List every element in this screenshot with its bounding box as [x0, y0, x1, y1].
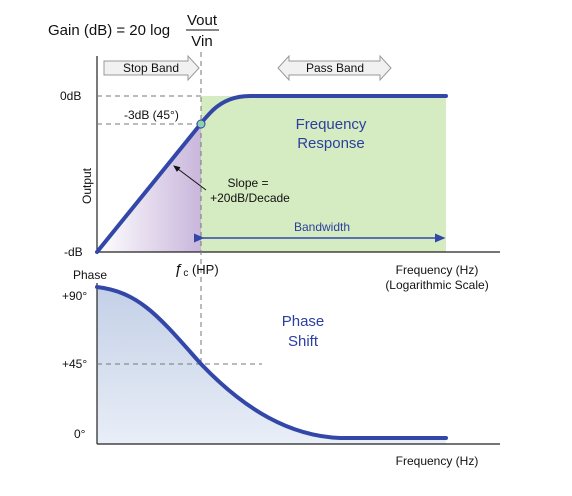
corner-db-label: -3dB (45°)	[124, 108, 179, 122]
pass-band-label: Pass Band	[306, 61, 364, 75]
phase-plot: Phase +90° +45° 0° Phase Shift Frequency…	[62, 268, 500, 468]
pass-band-fill	[201, 96, 446, 252]
zero-db-label: 0dB	[60, 89, 81, 103]
gain-plot: Stop Band Pass Band 0dB -dB Output -3dB …	[60, 52, 500, 444]
phase-tick-90: +90°	[62, 289, 87, 303]
slope-pointer-arrow	[173, 165, 207, 191]
pass-band-arrow	[277, 54, 392, 82]
bandwidth-label: Bandwidth	[294, 220, 350, 234]
phase-axis-title: Phase	[73, 268, 107, 282]
gain-x-axis-label-line-1: Frequency (Hz)	[396, 263, 479, 277]
phase-x-axis-label: Frequency (Hz)	[396, 454, 479, 468]
phase-shift-fill	[97, 287, 446, 444]
stop-band-label: Stop Band	[123, 61, 179, 75]
gain-x-axis-label-line-2: (Logarithmic Scale)	[385, 278, 488, 292]
phase-curve	[95, 285, 448, 440]
cutoff-frequency-label: ƒc (HP)	[174, 261, 219, 279]
formula-numerator: Vout	[187, 12, 218, 29]
output-axis-label: Output	[80, 167, 94, 204]
frequency-response-label-line-2: Response	[297, 135, 365, 152]
stop-band-arrow	[103, 54, 200, 82]
gain-formula: Gain (dB) = 20 log Vout Vin	[48, 12, 219, 50]
frequency-response-label-line-1: Frequency	[296, 116, 367, 133]
slope-label-line-1: Slope =	[227, 176, 268, 190]
corner-frequency-point	[196, 119, 206, 129]
formula-denominator: Vin	[191, 33, 212, 50]
phase-tick-0: 0°	[74, 427, 86, 441]
slope-label-line-2: +20dB/Decade	[210, 191, 290, 205]
phase-shift-label-line-1: Phase	[282, 313, 325, 330]
phase-shift-label-line-2: Shift	[288, 333, 319, 350]
minus-db-label: -dB	[64, 245, 83, 259]
formula-lhs: Gain (dB) = 20 log	[48, 22, 170, 39]
phase-tick-45: +45°	[62, 357, 87, 371]
